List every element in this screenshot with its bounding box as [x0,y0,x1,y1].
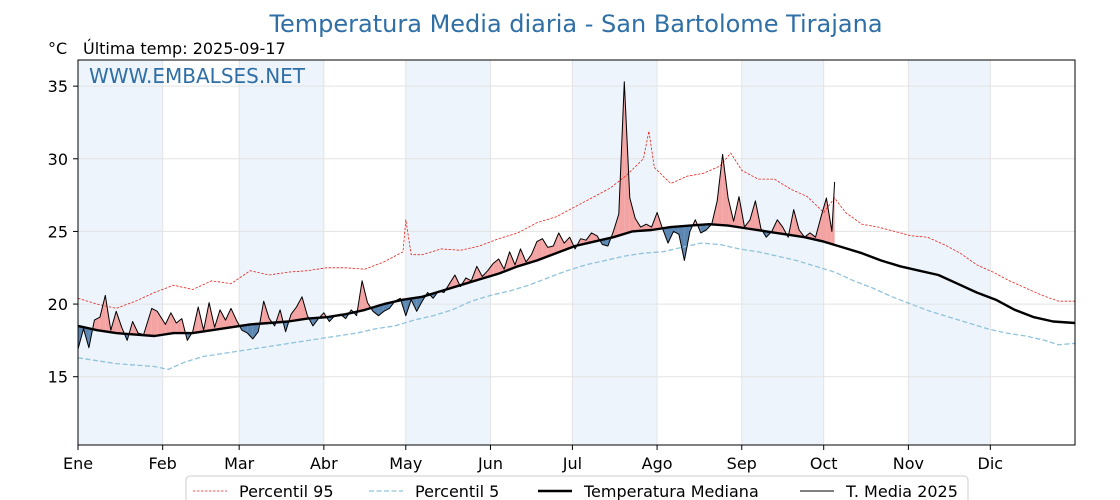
anomaly-fill [291,306,297,322]
anomaly-fill [564,237,570,251]
anomaly-fill [230,308,237,328]
x-axis-ticks: Ene Feb Mar Abr May Jun Jul Ago Sep Oct Nov Dic [63,445,1003,473]
anomaly-fill [536,238,543,261]
x-tick-label-nov: Nov [893,454,924,473]
series-line-current [77,81,836,350]
anomaly-fill [498,259,505,274]
anomaly-fill [646,224,652,231]
month-band-ene [78,60,163,445]
month-band-mar [239,60,324,445]
y-tick-label: 20 [48,295,68,314]
anomaly-fill [220,309,226,329]
anomaly-fill [635,218,641,232]
anomaly-fill [252,323,259,339]
series-lines [77,81,1076,371]
month-band-sep [741,60,824,445]
anomaly-fill [94,317,100,331]
anomaly-fill [157,311,166,336]
x-tick-label-ago: Ago [642,454,673,473]
legend-label-p95: Percentil 95 [239,482,334,500]
anomaly-fill [717,154,723,226]
anomaly-fill [722,154,729,226]
legend: Percentil 95 Percentil 5 Temperatura Media… [185,475,969,500]
anomaly-fill [531,241,537,263]
month-shading [78,60,991,445]
anomaly-fill [378,304,384,316]
anomaly-fill [749,200,756,230]
anomaly-fill [225,308,231,329]
unit-label: °C [48,39,67,58]
y-tick-label: 35 [48,77,68,96]
watermark: WWW.EMBALSES.NET [89,64,306,88]
x-tick-label-oct: Oct [810,454,838,473]
anomaly-fill [170,312,177,334]
x-tick-label-abr: Abr [310,454,338,473]
anomaly-fill [241,324,248,334]
y-tick-label: 15 [48,368,68,387]
anomaly-fill [558,232,565,253]
month-band-may [405,60,491,445]
legend-label-median: Temperatura Mediana [583,482,759,500]
series-line-p95 [77,130,1075,309]
anomaly-fill [416,296,423,312]
month-band-nov [908,60,991,445]
x-tick-label-may: May [389,454,422,473]
x-tick-label-ene: Ene [63,454,93,473]
y-tick-label: 30 [48,150,68,169]
anomaly-fill [493,259,499,276]
anomaly-fill [553,232,559,255]
anomaly-fill [487,263,494,277]
series-line-median [77,223,1076,338]
anomaly-fill [542,238,548,259]
series-line-p5 [77,242,1076,371]
anomaly-fill [629,198,636,233]
anomaly-fill [640,224,647,231]
anomaly-fill [673,226,679,235]
x-tick-label-jun: Jun [477,454,503,473]
chart-title: Temperatura Media diaria - San Bartolome… [268,10,882,38]
legend-label-p5: Percentil 5 [415,482,499,500]
anomaly-fill [296,296,302,321]
y-tick-label: 25 [48,222,68,241]
anomaly-fill [151,308,158,336]
anomaly-fill [820,198,827,243]
plot-frame [77,59,1076,446]
anomaly-fill [247,324,253,339]
last-temp-label: Última temp: 2025-09-17 [83,39,286,58]
legend-label-current: T. Media 2025 [845,482,958,500]
x-tick-label-sep: Sep [727,454,757,473]
y-axis-ticks: 15 20 25 30 35 [48,77,78,387]
x-tick-label-jul: Jul [562,454,582,473]
anomaly-fill [700,224,707,233]
legend-box [185,475,969,500]
x-tick-label-feb: Feb [149,454,177,473]
anomaly-fill [99,295,106,332]
anomaly-fill [777,219,783,234]
x-tick-label-dic: Dic [978,454,1004,473]
month-band-jul [572,60,658,445]
x-tick-label-mar: Mar [224,454,255,473]
anomaly-fill [165,312,171,335]
anomaly-fill [449,275,455,289]
